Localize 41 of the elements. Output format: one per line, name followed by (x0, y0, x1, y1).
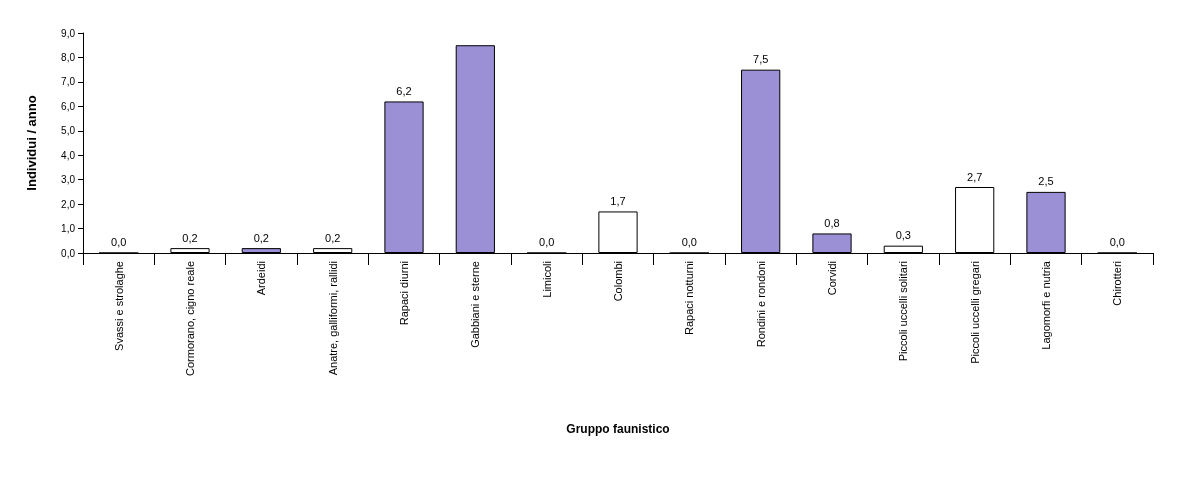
x-tick-label: Rapaci diurni (398, 261, 410, 326)
y-tick-label: 3,0 (61, 174, 76, 186)
y-tick-label: 4,0 (61, 149, 76, 161)
x-tick-label: Gabbiani e sterne (469, 261, 482, 348)
data-label: 0,0 (1109, 236, 1125, 248)
x-tick-label: Lagomorfi e nutria (1040, 260, 1052, 350)
y-tick-label: 0,0 (61, 247, 76, 259)
x-tick-label: Anatre, galliformi, rallidi (326, 261, 339, 376)
data-label: 1,7 (610, 194, 626, 207)
x-tick-label: Chirotteri (1111, 261, 1124, 306)
data-label: 0,0 (681, 236, 697, 248)
x-tick-label: Piccoli uccelli gregari (968, 261, 981, 364)
data-label: 0,0 (111, 236, 127, 248)
x-tick-label: Rondini e rondoni (754, 261, 767, 348)
y-tick-label: 5,0 (61, 125, 76, 137)
y-tick-label: 7,0 (61, 76, 76, 88)
y-tick-label: 9,0 (61, 27, 76, 39)
y-tick-label: 2,0 (61, 198, 76, 210)
y-tick-label: 8,0 (61, 51, 76, 63)
data-label: 2,7 (967, 170, 983, 183)
y-tick-label: 6,0 (61, 100, 76, 112)
data-label: 0,2 (182, 231, 198, 244)
data-label: 0,2 (253, 231, 269, 244)
x-tick-label: Ardeidi (255, 261, 268, 296)
data-label: 7,5 (753, 53, 769, 66)
x-tick-label: Colombi (612, 261, 624, 302)
data-label: 6,2 (396, 84, 412, 97)
y-tick-label: 1,0 (61, 223, 76, 235)
x-tick-label: Cormorano, cigno reale (184, 261, 196, 376)
x-tick-label: Piccoli uccelli solitari (897, 261, 910, 362)
data-label: 0,0 (539, 236, 555, 248)
y-axis-title: Individui / anno (24, 95, 39, 191)
data-label: 0,8 (824, 216, 840, 229)
data-label: 0,3 (895, 229, 911, 242)
x-axis-title: Gruppo faunistico (566, 422, 670, 436)
x-tick-label: Limicoli (540, 261, 553, 298)
x-tick-label: Rapaci notturni (683, 261, 696, 335)
data-label: 2,5 (1038, 175, 1054, 188)
x-tick-label: Corvidi (826, 261, 838, 296)
x-tick-label: Svassi e strolaghe (112, 261, 125, 351)
data-label: 0,2 (325, 231, 341, 244)
